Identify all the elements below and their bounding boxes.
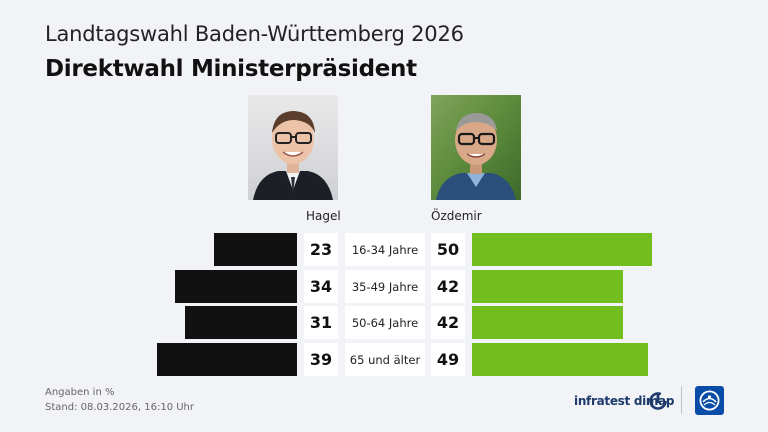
value-label-oezdemir-1: 42: [431, 270, 465, 303]
candidate-name-hagel: Hagel: [306, 209, 341, 223]
category-label-3: 65 und älter: [345, 343, 425, 376]
chart-title-main: Landtagswahl Baden-Württemberg 2026: [45, 22, 464, 46]
bar-oezdemir-0: [472, 233, 652, 266]
timestamp: Stand: 08.03.2026, 16:10 Uhr: [45, 402, 195, 413]
bar-hagel-3: [156, 343, 297, 376]
value-label-hagel-2: 31: [304, 306, 338, 339]
category-label-2: 50-64 Jahre: [345, 306, 425, 339]
value-label-hagel-3: 39: [304, 343, 338, 376]
footer-divider: [681, 386, 682, 414]
tagesschau-logo-icon: [695, 386, 724, 415]
candidate-name-oezdemir: Özdemir: [431, 209, 482, 223]
bar-hagel-1: [174, 270, 297, 303]
value-label-hagel-1: 34: [304, 270, 338, 303]
portrait-hagel-photo: [248, 95, 338, 200]
value-label-oezdemir-2: 42: [431, 306, 465, 339]
portrait-oezdemir-photo: [431, 95, 521, 200]
bar-hagel-0: [214, 233, 297, 266]
bar-oezdemir-1: [472, 270, 624, 303]
unit-note: Angaben in %: [45, 387, 115, 398]
chart-subtitle: Direktwahl Ministerpräsident: [45, 56, 417, 82]
bar-hagel-2: [185, 306, 297, 339]
bar-oezdemir-2: [472, 306, 624, 339]
category-label-1: 35-49 Jahre: [345, 270, 425, 303]
infratest-dimap-logo-icon: [648, 391, 668, 415]
value-label-oezdemir-0: 50: [431, 233, 465, 266]
value-label-hagel-0: 23: [304, 233, 338, 266]
brand-name: infratest dimap: [574, 394, 675, 408]
category-label-0: 16-34 Jahre: [345, 233, 425, 266]
bar-oezdemir-3: [472, 343, 649, 376]
value-label-oezdemir-3: 49: [431, 343, 465, 376]
